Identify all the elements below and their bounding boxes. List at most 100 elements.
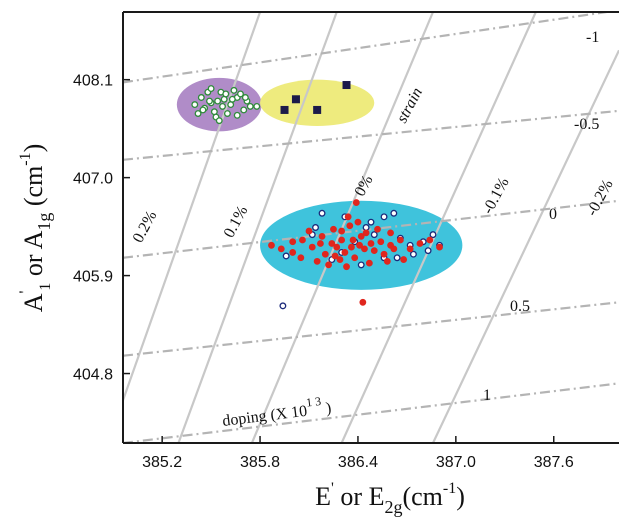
- series-2-point-22: [424, 247, 432, 255]
- series-2-point-23: [367, 218, 375, 226]
- series-3-point-24: [380, 250, 388, 258]
- series-3-point-16: [426, 236, 434, 244]
- series-3-point-45: [333, 243, 341, 251]
- series-0-point-21: [228, 95, 236, 103]
- series-3-point-46: [356, 241, 363, 249]
- series-3-point-43: [289, 249, 297, 256]
- series-3-point-20: [341, 249, 349, 256]
- series-2-point-20: [312, 224, 319, 231]
- series-2-point-19: [279, 302, 287, 310]
- series-0-point-12: [230, 86, 238, 94]
- series-0-point-7: [240, 106, 248, 114]
- series-3-point-35: [343, 263, 350, 271]
- series-3-point-9: [357, 233, 365, 240]
- series-3-point-10: [367, 240, 375, 247]
- x-axis-title-close: ): [456, 482, 465, 511]
- series-2-point-4: [380, 213, 388, 221]
- strain-line-3: [340, 12, 537, 443]
- series-3-point-38: [400, 256, 408, 263]
- series-0-point-3: [214, 97, 222, 105]
- strain-line-label-3: -0.1%: [479, 175, 512, 217]
- series-3-point-48: [349, 236, 357, 244]
- x-axis-title: E' or E2g(cm-1): [315, 480, 465, 517]
- doping-line-label-1: -0.5: [574, 116, 599, 133]
- x-axis-title-exp: -1: [443, 480, 456, 497]
- series-2-point-5: [390, 209, 398, 217]
- doping-label-close: ): [321, 400, 332, 418]
- strain-line-label-0: 0.2%: [130, 208, 161, 245]
- series-3-point-30: [330, 225, 337, 233]
- series-3-point-1: [277, 245, 285, 253]
- series-2-point-10: [357, 261, 365, 269]
- series-3-point-23: [370, 247, 378, 255]
- series-3-point-41: [387, 229, 394, 237]
- series-0-point-26: [253, 102, 261, 110]
- series-0-point-20: [219, 102, 226, 110]
- y-axis-title-exp: -1: [17, 152, 34, 165]
- series-3-point-11: [377, 238, 385, 246]
- doping-line-4: [123, 382, 619, 443]
- series-3-point-26: [338, 227, 346, 235]
- series-1-point-0: [280, 105, 289, 114]
- doping-label-exp: 1 3: [305, 394, 322, 410]
- series-3-point-13: [396, 236, 404, 244]
- y-axis-title-unit: (cm: [19, 166, 48, 213]
- series-3-point-44: [344, 213, 352, 221]
- y-axis-title: A'1 or A1g (cm-1): [17, 144, 54, 313]
- series-3-point-0: [268, 241, 275, 249]
- series-2-point-1: [318, 209, 326, 217]
- series-2-point-14: [409, 250, 417, 258]
- doping-line-0: [123, 12, 615, 84]
- series-1-point-2: [313, 105, 322, 114]
- series-3-point-36: [365, 259, 373, 267]
- series-3-point-31: [305, 227, 313, 235]
- series-3-point-27: [346, 222, 354, 230]
- series-2-point-18: [429, 231, 437, 239]
- y-axis-title-close: ): [19, 144, 48, 153]
- series-2-point-0: [282, 252, 290, 260]
- strain-line-4: [432, 49, 619, 443]
- series-3-point-19: [331, 252, 339, 260]
- series-0-point-0: [194, 110, 202, 117]
- doping-line-2: [123, 199, 619, 259]
- doping-line-label-3: 0.5: [510, 298, 530, 315]
- series-3-point-40: [359, 298, 367, 306]
- x-tick-label-1: 385.8: [240, 454, 280, 471]
- series-3-point-37: [383, 257, 391, 265]
- doping-line-3: [123, 301, 619, 357]
- doping-line-label-2: 0: [549, 206, 557, 223]
- series-3-point-5: [318, 233, 326, 240]
- series-0-point-11: [223, 110, 231, 117]
- series-2-point-17: [370, 231, 378, 239]
- y-tick-label-0: 404.8: [73, 367, 113, 384]
- yellow-ellipse: [260, 79, 375, 126]
- series-0-point-23: [241, 94, 249, 101]
- series-3-point-3: [299, 236, 306, 244]
- series-0-point-27: [215, 117, 223, 125]
- y-axis-title-sub1: 1: [37, 283, 54, 291]
- series-2-point-21: [393, 254, 401, 262]
- series-0-point-8: [197, 94, 205, 101]
- x-tick-label-4: 387.6: [534, 454, 574, 471]
- series-0-point-17: [246, 102, 254, 110]
- series-0-point-22: [206, 97, 213, 105]
- series-3-point-32: [297, 254, 305, 262]
- series-3-point-29: [362, 229, 370, 237]
- series-3-point-47: [336, 256, 344, 263]
- y-axis-title-prime: ': [17, 291, 34, 294]
- y-tick-label-1: 405.9: [73, 269, 113, 286]
- series-3-point-18: [321, 250, 329, 258]
- series-3-point-8: [348, 243, 355, 251]
- series-1-point-1: [291, 95, 300, 104]
- grid-lines-layer: [123, 12, 619, 443]
- series-3-point-17: [436, 243, 443, 251]
- series-3-point-7: [338, 236, 346, 244]
- doping-line-1: [123, 109, 619, 161]
- series-3-point-15: [416, 240, 424, 247]
- series-0-point-24: [222, 90, 230, 98]
- series-3-point-25: [390, 245, 398, 253]
- series-3-point-28: [354, 218, 362, 226]
- y-axis-title-or: or A: [19, 230, 48, 282]
- x-axis-title-main: E: [315, 482, 331, 511]
